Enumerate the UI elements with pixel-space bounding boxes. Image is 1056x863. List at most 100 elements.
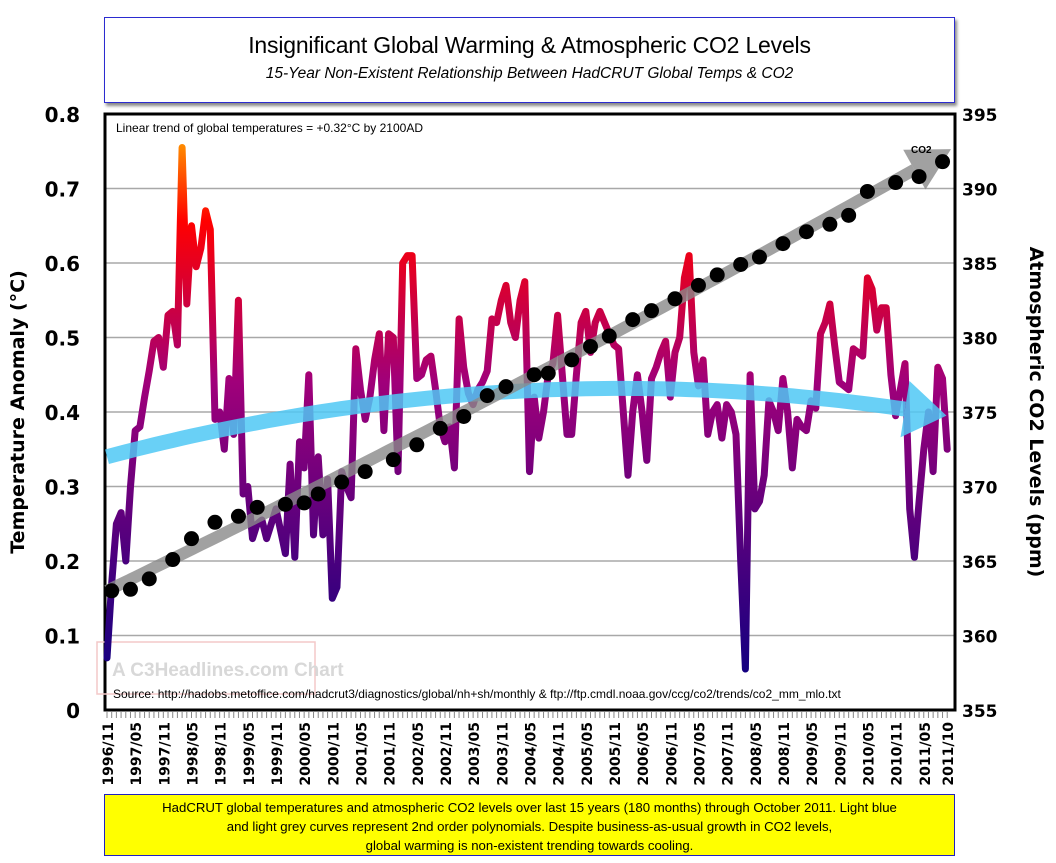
co2-point (310, 486, 326, 502)
x-tick-label: 2006/11 (664, 722, 680, 786)
x-tick-label: 2010/05 (861, 722, 877, 786)
x-tick-label: 2001/05 (354, 722, 370, 786)
y-tick-label: 0.1 (45, 625, 80, 649)
co2-point (230, 508, 246, 524)
x-tick-label: 1997/11 (157, 722, 173, 786)
y2-tick-label: 385 (962, 255, 998, 275)
co2-point (207, 514, 223, 530)
co2-point (122, 581, 138, 597)
temperature-trend-arrowhead (900, 380, 947, 438)
x-tick-label: 2011/10 (941, 722, 957, 786)
y-tick-label: 0.3 (45, 476, 80, 500)
co2-point (667, 291, 683, 307)
x-tick-label: 2006/05 (636, 722, 652, 786)
title-box: Insignificant Global Warming & Atmospher… (104, 17, 955, 103)
x-tick-label: 1998/05 (185, 722, 201, 786)
y-tick-label: 0.7 (45, 178, 80, 202)
co2-point (841, 207, 857, 223)
x-tick-label: 2009/11 (833, 722, 849, 786)
x-tick-label: 2008/05 (749, 722, 765, 786)
x-tick-label: 2008/11 (777, 722, 793, 786)
co2-point (582, 338, 598, 354)
x-tick-label: 2005/11 (608, 722, 624, 786)
co2-point (911, 169, 927, 185)
co2-series-label: CO2 (911, 145, 932, 156)
co2-point (690, 277, 706, 293)
co2-point (277, 496, 293, 512)
x-tick-label: 2007/05 (692, 722, 708, 786)
chart-title: Insignificant Global Warming & Atmospher… (248, 32, 811, 58)
co2-point (165, 552, 181, 568)
co2-point (104, 583, 120, 599)
watermark-box (96, 641, 316, 695)
co2-point (564, 352, 580, 368)
y-axis-left: 0 0.1 0.2 0.3 0.4 0.5 0.6 0.7 0.8 (45, 103, 80, 723)
co2-point (601, 328, 617, 344)
co2-point (798, 224, 814, 240)
chart-subtitle: 15-Year Non-Existent Relationship Betwee… (265, 65, 794, 82)
y-tick-label: 0.2 (45, 550, 80, 574)
co2-point (644, 303, 660, 319)
y2-tick-label: 390 (962, 181, 998, 201)
y2-tick-label: 355 (962, 702, 998, 722)
caption-line: HadCRUT global temperatures and atmosphe… (162, 800, 897, 815)
x-tick-label: 2005/05 (580, 722, 596, 786)
x-tick-label: 1998/11 (214, 722, 230, 786)
y-axis-right: 355 360 365 370 375 380 385 390 395 (962, 106, 998, 722)
x-tick-label: 2007/11 (721, 722, 737, 786)
y-tick-label: 0 (66, 699, 80, 723)
x-minor-ticks (106, 712, 948, 718)
co2-point (888, 175, 904, 191)
x-tick-label: 2004/11 (552, 722, 568, 786)
co2-point (334, 474, 350, 490)
y2-tick-label: 370 (962, 479, 998, 499)
co2-point (141, 571, 157, 587)
y2-tick-label: 380 (962, 330, 998, 350)
co2-point (249, 499, 265, 515)
x-tick-label: 2003/11 (495, 722, 511, 786)
co2-point (540, 365, 556, 381)
y-tick-label: 0.8 (45, 103, 80, 127)
y2-axis-label: Atmospheric CO2 Levels (ppm) (1025, 247, 1047, 578)
x-tick-label: 2002/11 (439, 722, 455, 786)
co2-point (296, 495, 312, 511)
x-tick-label: 2011/05 (918, 722, 934, 786)
x-tick-label: 2010/11 (890, 722, 906, 786)
co2-point (625, 312, 641, 328)
trend-annotation: Linear trend of global temperatures = +0… (116, 121, 423, 135)
co2-point (183, 531, 199, 547)
x-tick-label: 1999/05 (242, 722, 258, 786)
co2-point (935, 154, 951, 170)
x-tick-label: 2009/05 (805, 722, 821, 786)
watermark: A C3Headlines.com Chart (112, 660, 344, 681)
y2-tick-label: 395 (962, 106, 998, 126)
co2-point (822, 216, 838, 232)
y-tick-label: 0.6 (45, 252, 80, 276)
caption-line: and light grey curves represent 2nd orde… (226, 819, 833, 834)
co2-point (859, 183, 875, 199)
x-tick-label: 2001/11 (383, 722, 399, 786)
co2-point (775, 236, 791, 252)
x-tick-label: 2000/05 (298, 722, 314, 786)
x-tick-label: 2004/05 (523, 722, 539, 786)
y2-tick-label: 375 (962, 404, 998, 424)
co2-point (498, 379, 514, 395)
co2-point (409, 437, 425, 453)
co2-point (479, 388, 495, 404)
x-tick-label: 2000/11 (326, 722, 342, 786)
x-tick-label: 2003/05 (467, 722, 483, 786)
co2-point (751, 249, 767, 265)
y-tick-label: 0.4 (45, 401, 80, 425)
source-note: Source: http://hadobs.metoffice.com/hadc… (113, 687, 842, 701)
y-tick-label: 0.5 (45, 327, 80, 351)
y2-tick-label: 365 (962, 553, 998, 573)
co2-point (526, 367, 542, 383)
caption-box: HadCRUT global temperatures and atmosphe… (104, 794, 955, 856)
x-tick-label: 1999/11 (270, 722, 286, 786)
x-tick-label: 1996/11 (101, 722, 117, 786)
x-axis: 1996/11 1997/05 1997/11 1998/05 1998/11 1999/… (101, 722, 957, 786)
plot-marks (103, 144, 952, 673)
co2-point (456, 408, 472, 424)
co2-point (733, 256, 749, 272)
